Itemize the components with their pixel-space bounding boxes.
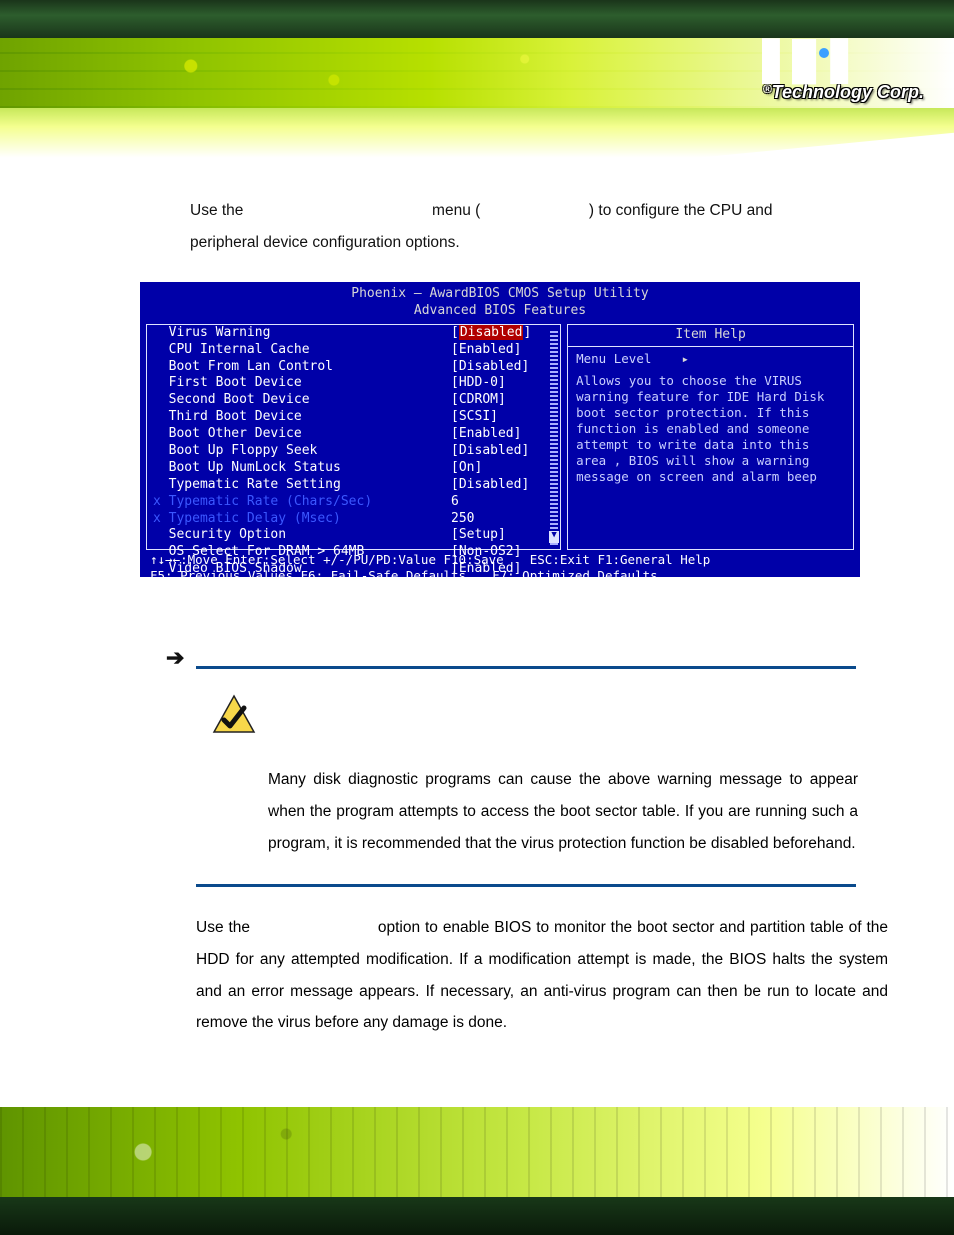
bios-title: Phoenix – AwardBIOS CMOS Setup Utility A… [140, 282, 860, 320]
bios-option-value: [On] [445, 460, 560, 477]
chevron-right-icon: ▸ [681, 351, 689, 366]
bios-option-label: Boot From Lan Control [147, 359, 445, 376]
bios-option-label: First Boot Device [147, 375, 445, 392]
intro-text-3: ) to configure the CPU and [589, 202, 773, 219]
intro-paragraph: Use the menu ( ) to configure the CPU an… [190, 195, 890, 259]
bios-option-row[interactable]: First Boot Device [HDD-0] [147, 375, 560, 392]
bios-option-value: [CDROM] [445, 392, 560, 409]
bios-option-row[interactable]: Virus Warning [Disabled] [147, 325, 560, 342]
header-swoosh [0, 108, 954, 170]
bios-option-label: OS Select For DRAM > 64MB [147, 544, 445, 561]
footer-green-strip [0, 1107, 954, 1197]
intro-text-1: Use the [190, 202, 243, 219]
bios-option-row[interactable]: Boot Other Device [Enabled] [147, 426, 560, 443]
bios-option-row[interactable]: Boot From Lan Control [Disabled] [147, 359, 560, 376]
note-text: Many disk diagnostic programs can cause … [268, 764, 858, 859]
bios-option-value: [Disabled] [445, 325, 560, 342]
brand-dot-icon [819, 48, 829, 58]
footer-banner [0, 1107, 954, 1235]
bios-option-label: Third Boot Device [147, 409, 445, 426]
bios-scrollbar-thumb[interactable] [549, 531, 559, 543]
bios-option-label: Second Boot Device [147, 392, 445, 409]
bios-option-value: 6 [445, 494, 560, 511]
registered-mark: ® [763, 82, 772, 96]
bios-option-row[interactable]: CPU Internal Cache [Enabled] [147, 342, 560, 359]
bios-option-label: Boot Other Device [147, 426, 445, 443]
bios-option-label: Boot Up Floppy Seek [147, 443, 445, 460]
bios-option-row[interactable]: Typematic Rate Setting [Disabled] [147, 477, 560, 494]
footer-dark-strip [0, 1197, 954, 1235]
bios-menu-level-label: Menu Level [576, 351, 651, 366]
bios-option-value: [Enabled] [445, 426, 560, 443]
bios-option-row[interactable]: Security Option [Setup] [147, 527, 560, 544]
bios-left-pane: Virus Warning [Disabled] CPU Internal Ca… [146, 324, 561, 550]
bios-option-value: [Disabled] [445, 477, 560, 494]
bios-option-row[interactable]: Boot Up NumLock Status [On] [147, 460, 560, 477]
header-dark-strip [0, 0, 954, 38]
bios-option-label: Virus Warning [147, 325, 445, 342]
bios-option-label: Boot Up NumLock Status [147, 460, 445, 477]
bios-option-value: [Disabled] [445, 443, 560, 460]
bios-option-row[interactable]: x Typematic Delay (Msec) 250 [147, 511, 560, 528]
virus-warning-paragraph: Use the option to enable BIOS to monitor… [196, 912, 888, 1039]
bios-option-label: Video BIOS Shadow [147, 561, 445, 578]
bios-option-value: [Non-OS2] [445, 544, 560, 561]
para2-after: option to enable BIOS to monitor the boo… [196, 919, 888, 1031]
bios-title-line1: Phoenix – AwardBIOS CMOS Setup Utility [351, 286, 648, 301]
bios-option-row[interactable]: Third Boot Device [SCSI] [147, 409, 560, 426]
para2-before: Use the [196, 919, 250, 936]
brand-text: Technology Corp. [772, 82, 924, 102]
bios-option-value: [Enabled] [445, 342, 560, 359]
bios-option-value: 250 [445, 511, 560, 528]
bios-option-row[interactable]: Small Logo(EPA) Show [Disabled] [147, 595, 560, 612]
bios-option-value: [HDD-0] [445, 375, 560, 392]
horizontal-rule-top [196, 666, 856, 669]
bios-option-row[interactable]: Delay For HDD (Secs) [ 3] [147, 578, 560, 595]
bios-option-label: Delay For HDD (Secs) [147, 578, 445, 595]
bios-option-value: [Enabled] [445, 561, 560, 578]
bios-option-label: Security Option [147, 527, 445, 544]
bios-menu-level: Menu Level ▸ [576, 351, 845, 367]
bios-option-value: [ 3] [445, 578, 560, 595]
brand-mark: ▋ █ ▋ [763, 42, 924, 82]
bios-option-label: x Typematic Delay (Msec) [147, 511, 445, 528]
bios-option-value: [SCSI] [445, 409, 560, 426]
bios-option-table: Virus Warning [Disabled] CPU Internal Ca… [147, 325, 560, 612]
bios-help-pane: Item Help Menu Level ▸ Allows you to cho… [567, 324, 854, 550]
horizontal-rule-bottom [196, 884, 856, 887]
bios-option-value: [Setup] [445, 527, 560, 544]
bios-screenshot: Phoenix – AwardBIOS CMOS Setup Utility A… [140, 282, 860, 577]
brand-logo: ▋ █ ▋ ®Technology Corp. [763, 42, 924, 103]
brand-tagline: ®Technology Corp. [763, 82, 924, 103]
bios-option-label: Typematic Rate Setting [147, 477, 445, 494]
bios-help-title: Item Help [568, 325, 853, 347]
bios-option-row[interactable]: OS Select For DRAM > 64MB [Non-OS2] [147, 544, 560, 561]
bios-title-line2: Advanced BIOS Features [140, 303, 860, 320]
bios-option-label: Small Logo(EPA) Show [147, 595, 445, 612]
bios-option-label: x Typematic Rate (Chars/Sec) [147, 494, 445, 511]
bios-option-row[interactable]: x Typematic Rate (Chars/Sec) 6 [147, 494, 560, 511]
bios-option-row[interactable]: Boot Up Floppy Seek [Disabled] [147, 443, 560, 460]
intro-text-4: peripheral device configuration options. [190, 234, 460, 251]
note-icon [210, 692, 258, 740]
bios-option-value: [Disabled] [445, 595, 560, 612]
bios-panes: Virus Warning [Disabled] CPU Internal Ca… [146, 324, 854, 550]
arrow-bullet-icon: ➔ [166, 645, 184, 671]
bios-help-text: Allows you to choose the VIRUS warning f… [576, 373, 845, 485]
bios-option-row[interactable]: Second Boot Device [CDROM] [147, 392, 560, 409]
bios-option-label: CPU Internal Cache [147, 342, 445, 359]
bios-option-value: [Disabled] [445, 359, 560, 376]
header-banner: ▋ █ ▋ ®Technology Corp. [0, 0, 954, 170]
bios-scrollbar[interactable] [550, 329, 558, 545]
bios-help-body: Menu Level ▸ Allows you to choose the VI… [568, 347, 853, 489]
bios-option-row[interactable]: Video BIOS Shadow [Enabled] [147, 561, 560, 578]
intro-text-2: menu ( [432, 202, 480, 219]
